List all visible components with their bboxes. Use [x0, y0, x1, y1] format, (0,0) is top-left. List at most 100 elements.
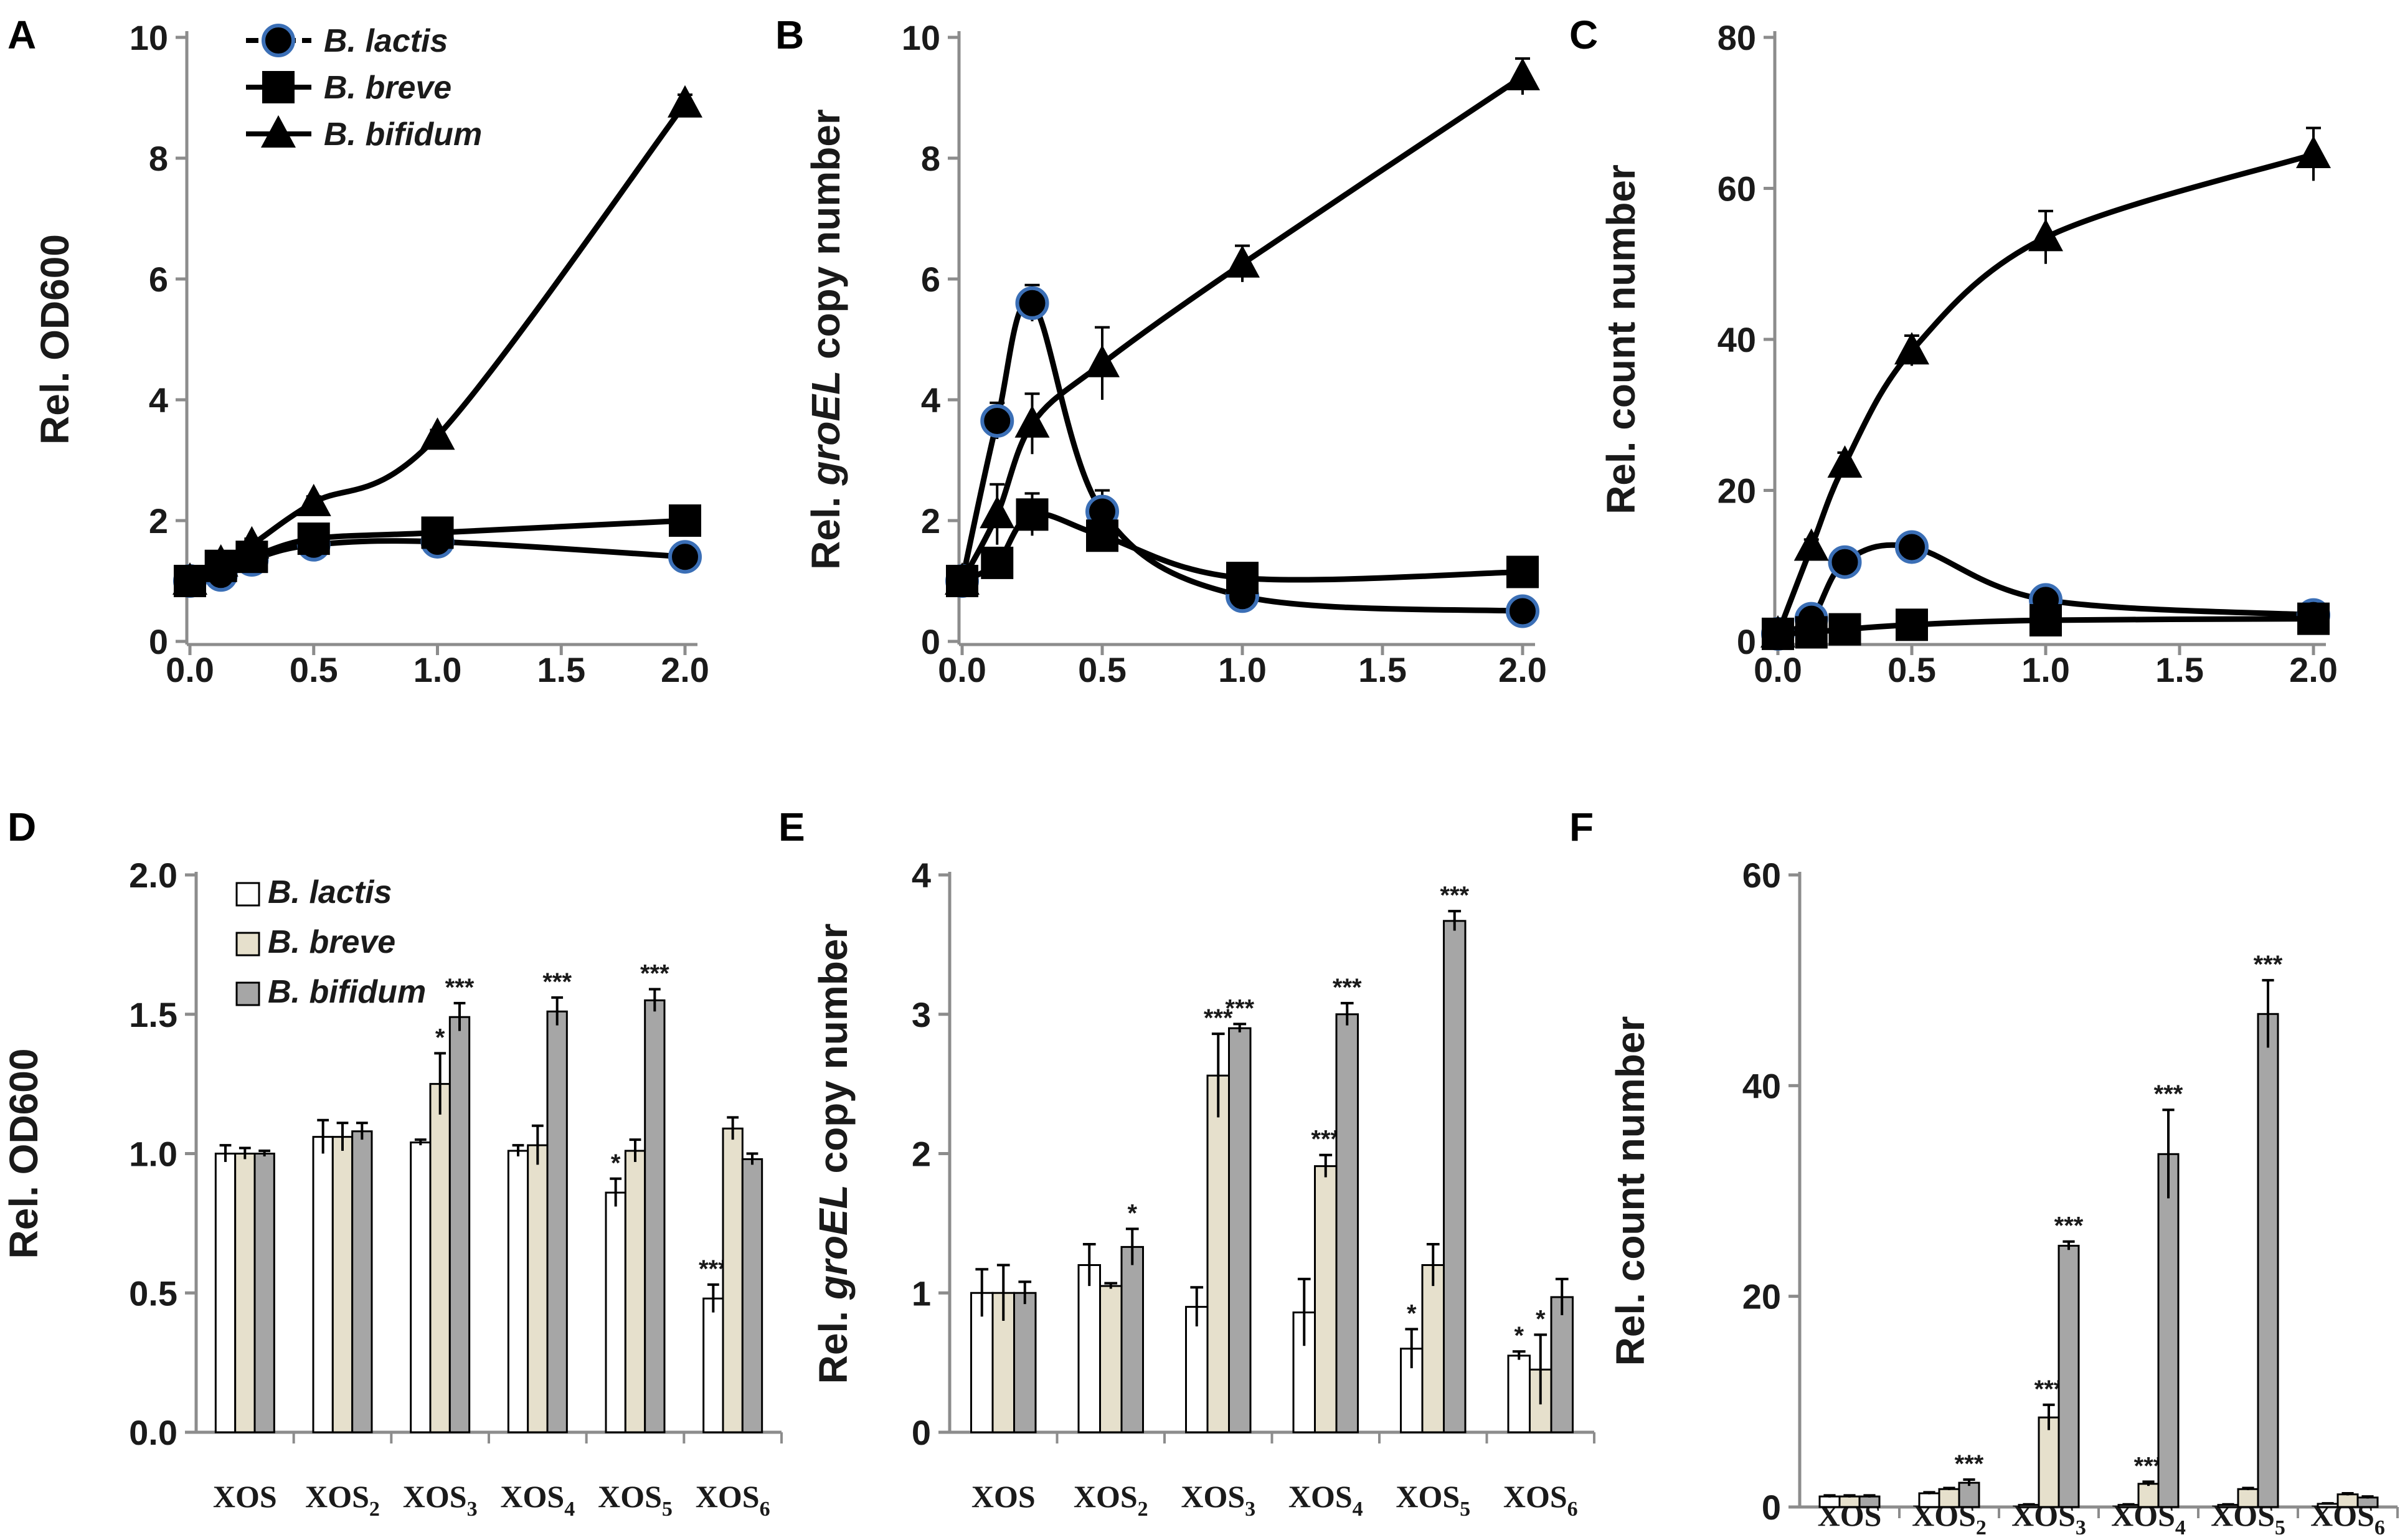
significance-label: ***: [2154, 1080, 2183, 1108]
category-subscript: 6: [1567, 1498, 1578, 1521]
y-tick-label: 1.0: [129, 1135, 177, 1174]
series-line-triangle: [188, 102, 687, 583]
x-tick-label: 1.0: [413, 650, 462, 689]
y-tick-label: 6: [149, 260, 168, 299]
category-label: XOS5: [598, 1479, 673, 1521]
y-tick-label: 1: [912, 1273, 931, 1313]
category-base: XOS: [500, 1479, 564, 1514]
y-tick-label: 3: [912, 995, 931, 1034]
bar: [702, 1297, 724, 1434]
significance-label: *: [435, 1024, 445, 1051]
y-axis-label: Rel. count number: [1608, 1016, 1653, 1366]
data-point-triangle: [980, 496, 1015, 529]
bar: [1818, 1495, 1841, 1508]
category-base: XOS: [403, 1479, 467, 1514]
data-point-square: [1896, 608, 1928, 641]
data-point-triangle: [1760, 615, 1795, 648]
x-tick-label: 1.5: [1358, 650, 1407, 689]
category-label: XOS6: [1503, 1479, 1578, 1521]
category-subscript: 4: [564, 1498, 575, 1521]
legend-marker-triangle: [261, 115, 296, 148]
y-tick-label: 0.5: [129, 1273, 177, 1313]
panel-label: D: [7, 805, 36, 849]
x-tick-label: 0.0: [938, 650, 986, 689]
panel-label: C: [1569, 12, 1598, 57]
category-label: XOS: [213, 1479, 277, 1514]
data-point-square: [1086, 519, 1118, 552]
data-point-circle: [668, 540, 702, 574]
significance-label: *: [1407, 1300, 1417, 1327]
category-subscript: 5: [1460, 1498, 1470, 1521]
bar: [429, 1083, 451, 1434]
significance-label: *: [1514, 1322, 1524, 1349]
legend-label: B. bifidum: [324, 116, 482, 153]
y-tick-label: 8: [149, 139, 168, 178]
legend-marker-square: [262, 71, 295, 103]
bar: [644, 999, 666, 1434]
y-axis-label-part: copy number: [811, 924, 856, 1185]
bar: [1335, 1013, 1359, 1434]
bar: [1958, 1481, 1980, 1508]
y-tick-label: 10: [902, 18, 940, 57]
legend-bottom: B. lactis B. breve B. bifidum: [235, 874, 426, 1010]
legend-label: B. breve: [324, 70, 451, 106]
data-point-triangle: [1827, 445, 1863, 478]
data-point-circle: [1895, 530, 1929, 564]
y-axis-label-text: Rel. count number: [1608, 1016, 1653, 1366]
y-axis-label-part: Rel.: [803, 486, 848, 570]
bar: [410, 1141, 432, 1434]
category-subscript: 6: [760, 1498, 770, 1521]
category-subscript: 4: [1353, 1498, 1363, 1521]
legend-label: B. breve: [268, 924, 395, 960]
data-point-triangle: [420, 417, 455, 450]
data-point-square: [1506, 555, 1539, 588]
bar: [214, 1153, 237, 1434]
category-subscript: 2: [1138, 1498, 1148, 1521]
y-tick-label: 4: [912, 856, 931, 895]
data-point-square: [1016, 498, 1049, 531]
y-tick-label: 0: [1762, 1488, 1781, 1527]
data-point-circle: [1506, 594, 1539, 628]
bar: [1938, 1488, 1960, 1508]
y-axis-label-part: copy number: [803, 109, 848, 371]
category-base: XOS: [696, 1479, 760, 1514]
category-subscript: 2: [369, 1498, 380, 1521]
data-point-triangle: [1225, 245, 1260, 278]
x-tick-label: 0.0: [1754, 650, 1802, 689]
bar: [2257, 1013, 2279, 1508]
significance-label: ***: [1333, 974, 1362, 1001]
bar: [1918, 1492, 1940, 1508]
data-point-circle: [1828, 545, 1862, 579]
panel-label: F: [1569, 805, 1594, 849]
significance-label: ***: [542, 968, 572, 996]
y-tick-label: 60: [1742, 856, 1781, 895]
y-tick-label: 6: [921, 260, 940, 299]
bar: [624, 1150, 646, 1434]
category-base: XOS: [1181, 1479, 1245, 1514]
bar: [1314, 1165, 1338, 1434]
bar: [2356, 1496, 2379, 1508]
y-tick-label: 4: [921, 380, 940, 420]
bar: [351, 1130, 373, 1434]
significance-label: *: [1127, 1199, 1137, 1227]
significance-label: ***: [445, 974, 475, 1001]
y-tick-label: 8: [921, 139, 940, 178]
category-label: XOS3: [1181, 1479, 1255, 1521]
y-tick-label: 80: [1718, 18, 1756, 57]
legend-top: B. lactis B. breve B. bifidum: [246, 23, 482, 153]
bar: [253, 1153, 275, 1434]
data-point-square: [669, 504, 701, 537]
x-tick-label: 0.5: [1888, 650, 1936, 689]
category-label: XOS3: [403, 1479, 478, 1521]
bar: [1099, 1285, 1123, 1434]
category-label: XOS2: [1074, 1479, 1148, 1521]
legend-label: B. lactis: [324, 23, 448, 59]
panel-c: C 0 20 40 60 80 0.0 0.5 1.0 1.5 2.0 Rel. count numb…: [1569, 12, 2338, 689]
y-axis-label-part: groEL: [811, 1184, 856, 1300]
bar: [507, 1150, 529, 1434]
y-tick-label: 60: [1718, 169, 1756, 209]
bar: [1421, 1264, 1445, 1434]
